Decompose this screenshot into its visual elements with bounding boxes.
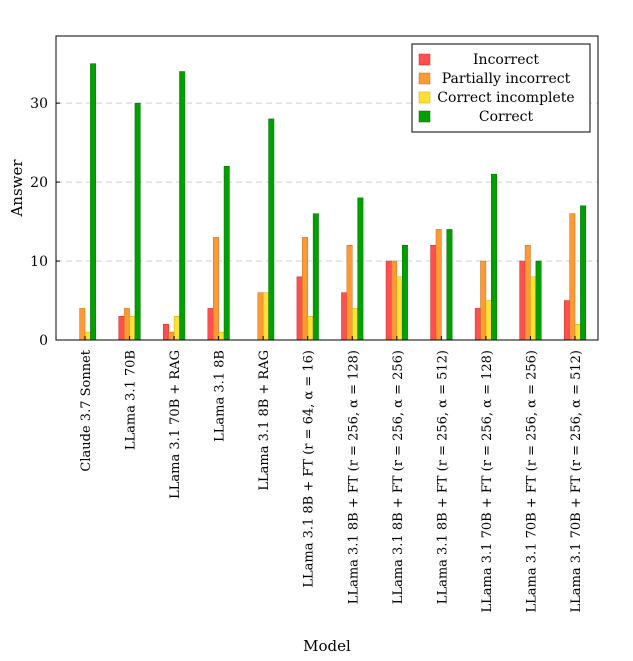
bar-correct [312, 213, 319, 341]
bar-correct [90, 63, 97, 341]
x-tick-label: LLama 3.1 8B + FT (r = 256, α = 512) [435, 350, 450, 604]
bar-partially-incorrect [346, 244, 353, 341]
bar-correct-incomplete [530, 276, 537, 341]
bar-correct [491, 173, 497, 341]
legend-label: Incorrect [473, 52, 539, 68]
legend-box [411, 43, 591, 133]
x-tick-label: LLama 3.1 70B + FT (r = 256, α = 256) [524, 350, 539, 612]
bar-correct [535, 260, 542, 341]
bar-partially-incorrect [302, 237, 308, 341]
bar-correct-incomplete [307, 316, 314, 341]
legend-label: Correct incomplete [437, 90, 574, 106]
bar-partially-incorrect [569, 213, 576, 341]
bar-partially-incorrect [391, 260, 398, 341]
bar-correct-incomplete [574, 323, 581, 341]
bar-incorrect [296, 276, 303, 341]
x-axis-label: Model [303, 637, 351, 655]
y-tick-label: 20 [30, 175, 48, 191]
bar-correct [401, 244, 408, 341]
bar-incorrect [207, 308, 214, 341]
bar-correct [223, 166, 230, 341]
bar-partially-incorrect [257, 292, 264, 341]
bar-incorrect [385, 260, 392, 341]
bar-incorrect [519, 260, 526, 341]
bar-correct [357, 197, 364, 341]
bar-partially-incorrect [123, 308, 130, 341]
bar-incorrect [118, 316, 125, 341]
bar-incorrect [163, 323, 169, 341]
x-tick-label: LLama 3.1 8B [213, 350, 228, 442]
bar-correct-incomplete [84, 331, 91, 341]
x-tick-label: LLama 3.1 8B + FT (r = 256, α = 256) [391, 350, 406, 604]
bar-correct-incomplete [352, 308, 358, 341]
bar-partially-incorrect [79, 308, 86, 341]
x-tick-label: LLama 3.1 8B + FT (r = 64, α = 16) [302, 350, 317, 588]
legend: Incorrect Partially incorrect Correct inco… [411, 43, 591, 133]
x-tick-label: LLama 3.1 8B + FT (r = 256, α = 128) [346, 350, 361, 604]
x-tick-label: LLama 3.1 8B + RAG [257, 350, 272, 491]
bar-incorrect [430, 244, 437, 341]
bar-partially-incorrect [480, 260, 487, 341]
legend-swatch [418, 72, 431, 85]
bar-correct-incomplete [173, 316, 180, 341]
bar-partially-incorrect [524, 244, 531, 341]
x-tick-label: LLama 3.1 70B + FT (r = 256, α = 128) [480, 350, 495, 612]
bar-correct [179, 71, 186, 341]
legend-swatch [418, 91, 431, 104]
x-axis: Claude 3.7 Sonnet LLama 3.1 70B LLama 3.1 … [79, 336, 584, 612]
bar-correct-incomplete [218, 331, 225, 341]
bar-correct-incomplete [396, 276, 403, 341]
bar-partially-incorrect [212, 237, 219, 341]
bar-correct [446, 229, 453, 341]
plot-frame [55, 35, 599, 341]
bar-partially-incorrect [168, 331, 175, 341]
legend-label: Partially incorrect [442, 71, 571, 87]
bar-incorrect [474, 308, 481, 341]
legend-swatch [418, 53, 431, 66]
bar-incorrect [341, 292, 348, 341]
bar-correct [580, 205, 587, 341]
y-axis: 0 10 20 30 [30, 96, 60, 349]
x-tick-label: Claude 3.7 Sonnet [79, 349, 94, 471]
legend-swatch [418, 110, 431, 123]
bar-correct [268, 118, 275, 341]
y-tick-label: 0 [39, 333, 48, 349]
y-tick-label: 30 [30, 96, 48, 112]
x-tick-label: LLama 3.1 70B [124, 350, 139, 450]
bar-incorrect [563, 300, 570, 341]
legend-label: Correct [479, 109, 534, 125]
bar-correct-incomplete [262, 292, 269, 341]
bar-partially-incorrect [435, 229, 442, 341]
bar-correct [134, 102, 141, 341]
bar-correct-incomplete [485, 300, 492, 341]
x-tick-label: LLama 3.1 70B + FT (r = 256, α = 512) [569, 350, 584, 612]
y-axis-label: Answer [8, 159, 26, 218]
x-tick-label: LLama 3.1 70B + RAG [168, 350, 183, 499]
bar-correct-incomplete [129, 316, 136, 341]
y-tick-label: 10 [30, 254, 48, 270]
